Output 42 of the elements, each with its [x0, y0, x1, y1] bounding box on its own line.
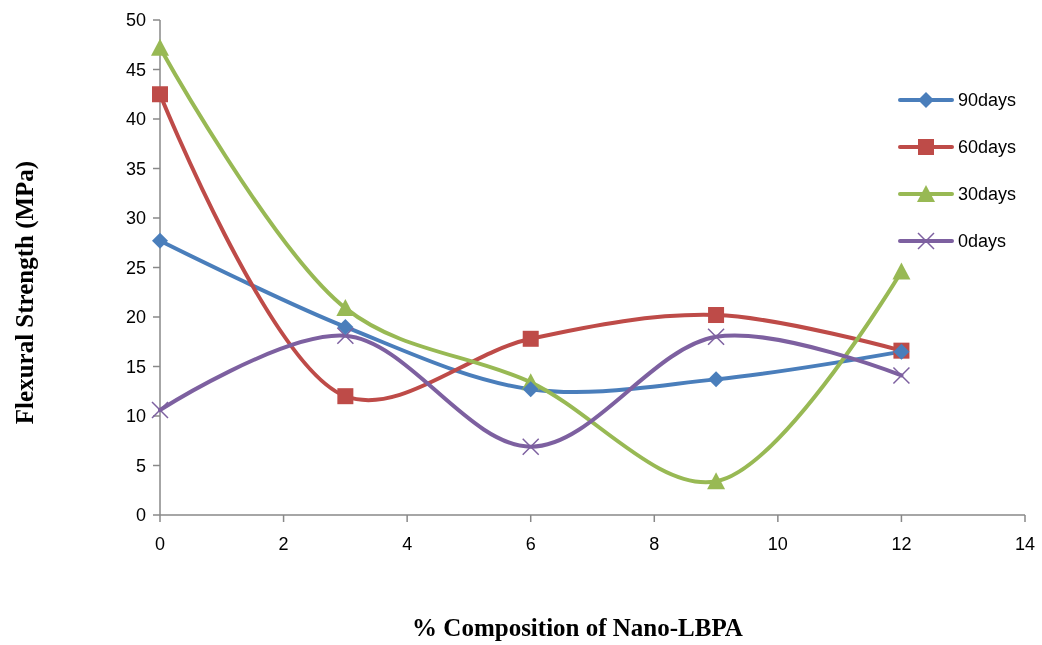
y-tick-label: 40 — [125, 109, 146, 130]
point — [707, 328, 725, 346]
x-axis-title: % Composition of Nano-LBPA — [412, 614, 743, 641]
y-tick-label: 45 — [125, 59, 146, 80]
x-tick-label: 0 — [154, 534, 166, 554]
point — [892, 366, 911, 385]
point — [522, 381, 539, 398]
x-tick-label: 4 — [402, 534, 413, 554]
point — [522, 330, 539, 347]
y-tick-label: 50 — [125, 10, 146, 31]
point — [707, 472, 726, 490]
point — [337, 388, 354, 405]
y-tick-label: 20 — [125, 307, 146, 328]
legend-label: 0days — [958, 231, 1007, 252]
point — [337, 318, 354, 335]
x-tick-label: 8 — [649, 534, 660, 554]
point — [336, 299, 355, 317]
x-tick-label: 14 — [1014, 534, 1036, 554]
legend-label: 60days — [958, 137, 1017, 158]
point — [521, 437, 540, 456]
legend-label: 90days — [958, 90, 1017, 111]
legend-label: 30days — [958, 184, 1017, 205]
point — [708, 371, 725, 388]
y-axis-title: Flexural Strength (MPa) — [11, 160, 39, 425]
point — [336, 327, 355, 345]
point — [151, 401, 169, 419]
point — [708, 307, 725, 324]
y-tick-label: 25 — [125, 257, 146, 278]
point — [152, 232, 168, 249]
point — [152, 86, 168, 103]
y-tick-label: 35 — [125, 158, 146, 179]
x-tick-label: 12 — [891, 534, 912, 554]
y-tick-label: 15 — [125, 356, 146, 377]
x-tick-label: 6 — [525, 534, 536, 554]
y-tick-label: 0 — [135, 505, 146, 526]
point — [892, 262, 911, 280]
y-tick-label: 10 — [125, 406, 146, 427]
y-tick-label: 30 — [125, 208, 146, 229]
x-tick-label: 2 — [278, 534, 289, 554]
point — [151, 38, 169, 56]
x-tick-label: 10 — [767, 534, 788, 554]
y-tick-label: 5 — [135, 455, 146, 476]
